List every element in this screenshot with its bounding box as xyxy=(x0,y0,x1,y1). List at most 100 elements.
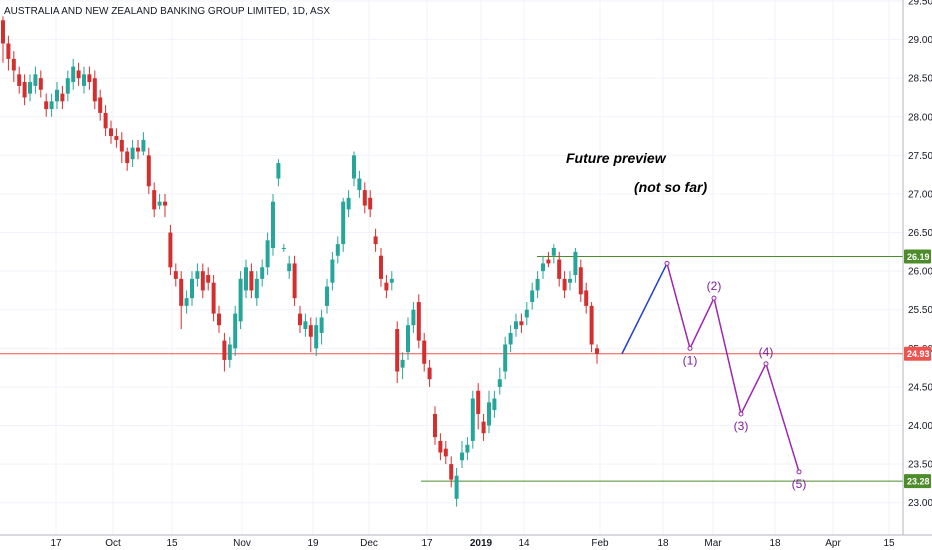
candle-body xyxy=(157,201,162,206)
candle-body xyxy=(222,340,227,360)
candle-body xyxy=(481,421,486,434)
candle xyxy=(568,271,572,291)
candle xyxy=(384,275,389,299)
candle xyxy=(141,132,146,156)
candle xyxy=(28,74,32,102)
wave-projection: (1) (2) (3) (4) (5) xyxy=(621,260,807,491)
candle xyxy=(38,70,43,98)
candle xyxy=(87,66,92,90)
x-tick-label: Mar xyxy=(704,538,722,549)
candle xyxy=(168,224,173,276)
candle-body xyxy=(184,298,189,306)
candle xyxy=(6,35,11,71)
candle-body xyxy=(71,66,76,83)
wave-label: (2) xyxy=(707,279,722,293)
candle xyxy=(157,193,162,210)
level-badge-label: 26.19 xyxy=(907,252,930,262)
candle xyxy=(179,271,184,330)
candle-body xyxy=(33,74,38,86)
candle-body xyxy=(589,305,594,345)
candle-body xyxy=(438,440,443,453)
candle xyxy=(260,259,265,287)
candle xyxy=(82,66,86,94)
grid xyxy=(0,0,903,535)
candle-body xyxy=(38,78,43,90)
candle xyxy=(60,85,65,110)
wave-label: (5) xyxy=(792,477,807,491)
candle xyxy=(557,251,562,287)
candle-body xyxy=(530,290,535,303)
candle xyxy=(530,282,535,310)
candle xyxy=(514,313,518,337)
x-tick-label: Apr xyxy=(825,538,841,549)
candle xyxy=(238,271,243,330)
candle xyxy=(508,325,513,353)
candle xyxy=(184,290,189,314)
candle-body xyxy=(6,43,11,59)
x-tick-label: 14 xyxy=(518,538,530,549)
candle xyxy=(476,383,481,430)
candle-body xyxy=(265,240,270,268)
candle-body xyxy=(578,267,583,295)
x-tick-label: 17 xyxy=(50,538,62,549)
x-tick-label: 15 xyxy=(166,538,178,549)
projection-wave-line xyxy=(666,263,800,473)
candle-body xyxy=(109,128,113,137)
y-tick-label: 28.50 xyxy=(908,74,932,85)
candle-body xyxy=(497,379,502,387)
candle-body xyxy=(416,302,421,341)
candle-body xyxy=(373,236,378,245)
candle-body xyxy=(384,282,389,291)
wave-point xyxy=(738,411,744,417)
candle-body xyxy=(1,20,5,44)
candle xyxy=(357,170,362,198)
candle-body xyxy=(238,278,243,322)
candle-body xyxy=(298,313,302,326)
candle-body xyxy=(141,139,146,152)
candle xyxy=(1,16,5,63)
candle xyxy=(109,120,113,144)
candlesticks xyxy=(1,16,599,507)
candle-body xyxy=(535,278,540,291)
candle-body xyxy=(411,309,416,326)
candle-body xyxy=(114,136,119,140)
candle xyxy=(497,367,502,395)
candle xyxy=(200,263,205,299)
candle xyxy=(578,259,583,303)
candle-body xyxy=(281,247,286,249)
x-tick-label: Feb xyxy=(591,538,609,549)
candle xyxy=(298,305,302,333)
candle xyxy=(389,271,394,291)
candle xyxy=(519,313,524,333)
candle xyxy=(130,139,135,167)
candle xyxy=(76,62,81,86)
candle xyxy=(433,406,437,445)
candle-body xyxy=(292,263,297,299)
candle-body xyxy=(103,112,108,129)
candle-body xyxy=(173,271,178,279)
candle-body xyxy=(163,201,167,206)
candle-body xyxy=(541,263,545,272)
x-tick-label: 18 xyxy=(657,538,669,549)
candle xyxy=(395,321,400,384)
candle xyxy=(481,413,486,441)
candle-body xyxy=(341,201,346,245)
candle-body xyxy=(314,325,319,349)
candle-body xyxy=(308,325,313,337)
candle-body xyxy=(271,201,275,248)
candle-body xyxy=(449,464,454,480)
candle-body xyxy=(395,329,400,372)
candle-body xyxy=(470,398,475,441)
candle-body xyxy=(562,278,567,291)
candle xyxy=(314,317,319,357)
candle-body xyxy=(152,190,157,210)
candle-body xyxy=(406,325,410,353)
y-tick-label: 26.00 xyxy=(908,267,932,278)
candle xyxy=(114,128,119,148)
candle xyxy=(325,278,329,314)
y-tick-label: 23.00 xyxy=(908,498,932,509)
candle xyxy=(17,66,22,94)
candle-body xyxy=(244,267,248,291)
candle xyxy=(44,93,49,117)
